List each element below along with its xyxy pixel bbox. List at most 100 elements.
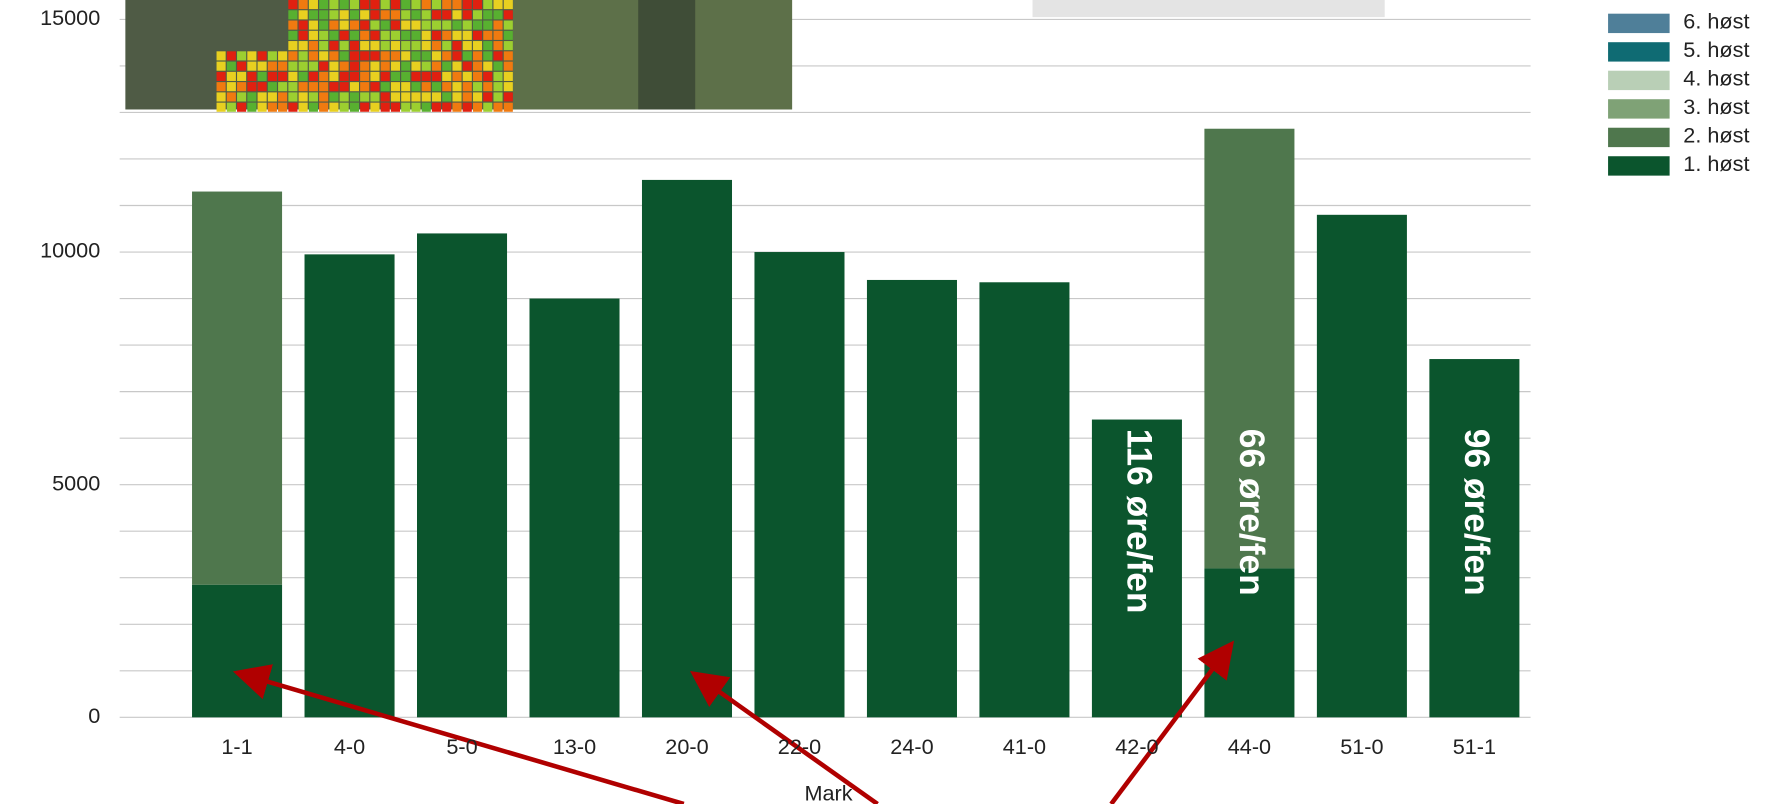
map-cell xyxy=(298,10,308,20)
map-cell xyxy=(442,92,452,102)
map-cell xyxy=(308,20,318,30)
map-cell xyxy=(452,71,462,81)
x-tick-label: 4-0 xyxy=(334,734,365,759)
map-cell xyxy=(452,41,462,51)
map-cell xyxy=(339,0,349,10)
map-cell xyxy=(401,20,411,30)
map-cell xyxy=(493,10,503,20)
map-cell xyxy=(421,92,431,102)
map-cell xyxy=(237,51,247,61)
map-cell xyxy=(247,82,257,92)
map-cell xyxy=(288,71,298,81)
map-cell xyxy=(411,10,421,20)
x-tick-label: 24-0 xyxy=(890,734,933,759)
map-cell xyxy=(226,92,236,102)
map-cell xyxy=(360,10,370,20)
map-cell xyxy=(431,41,442,51)
map-cell xyxy=(462,30,472,40)
map-cell xyxy=(370,82,380,92)
map-cell xyxy=(380,30,390,40)
bar-segment xyxy=(192,191,283,585)
map-cell xyxy=(288,41,298,51)
map-cell xyxy=(267,102,277,112)
map-cell xyxy=(401,82,411,92)
map-cell xyxy=(421,0,431,10)
map-cell xyxy=(411,82,421,92)
map-cell xyxy=(237,92,247,102)
map-cell xyxy=(452,30,462,40)
map-cell xyxy=(483,92,493,102)
map-cell xyxy=(390,82,401,92)
bar-segment xyxy=(417,233,508,718)
map-cell xyxy=(319,0,329,10)
y-tick-label: 10000 xyxy=(40,238,100,263)
bar-segment xyxy=(754,252,845,718)
bar-segment xyxy=(1316,214,1407,718)
map-cell xyxy=(380,41,390,51)
map-cell xyxy=(462,71,472,81)
map-cell xyxy=(370,30,380,40)
arrow xyxy=(232,664,685,804)
map-cell xyxy=(319,41,329,51)
map-cell xyxy=(431,30,442,40)
map-cell xyxy=(216,92,226,102)
map-cell xyxy=(319,30,329,40)
map-cell xyxy=(503,20,513,30)
map-cell xyxy=(360,82,370,92)
map-cell xyxy=(462,102,472,112)
map-cell xyxy=(462,20,472,30)
map-cell xyxy=(278,61,288,71)
map-cell xyxy=(257,92,267,102)
legend-swatch xyxy=(1608,42,1670,62)
map-cell xyxy=(462,10,472,20)
map-cell xyxy=(390,51,401,61)
map-cell xyxy=(370,20,380,30)
map-cell xyxy=(360,0,370,10)
map-cell xyxy=(298,41,308,51)
bar-segment xyxy=(1091,419,1182,718)
map-cell xyxy=(401,71,411,81)
map-cell xyxy=(462,61,472,71)
x-tick-label: 51-1 xyxy=(1453,734,1496,759)
map-cell xyxy=(247,51,257,61)
map-cell xyxy=(421,30,431,40)
map-cell xyxy=(411,102,421,112)
map-cell xyxy=(431,71,442,81)
map-cell xyxy=(339,51,349,61)
map-cell xyxy=(349,51,359,61)
map-cell xyxy=(462,51,472,61)
x-tick-label: 42-0 xyxy=(1115,734,1158,759)
map-cell xyxy=(349,82,359,92)
map-cell xyxy=(319,71,329,81)
map-cell xyxy=(390,20,401,30)
map-cell xyxy=(401,102,411,112)
legend-label: 5. høst xyxy=(1683,37,1749,62)
map-cell xyxy=(278,102,288,112)
map-cell xyxy=(339,20,349,30)
map-cell xyxy=(370,92,380,102)
map-cell xyxy=(329,92,339,102)
map-cell xyxy=(257,61,267,71)
map-cell xyxy=(288,10,298,20)
map-cell xyxy=(503,0,513,10)
map-cell xyxy=(349,20,359,30)
map-cell xyxy=(288,51,298,61)
map-cell xyxy=(360,20,370,30)
map-cell xyxy=(401,51,411,61)
map-cell xyxy=(493,71,503,81)
map-cell xyxy=(308,51,318,61)
y-tick-label: 0 xyxy=(88,703,100,728)
map-cell xyxy=(503,102,513,112)
map-cell xyxy=(319,102,329,112)
map-cell xyxy=(267,71,277,81)
map-cell xyxy=(472,51,483,61)
map-cell xyxy=(431,51,442,61)
map-cell xyxy=(278,51,288,61)
map-cell xyxy=(349,61,359,71)
y-tick-label: 15000 xyxy=(40,5,100,30)
map-cell xyxy=(329,71,339,81)
map-cell xyxy=(493,41,503,51)
map-cell xyxy=(472,71,483,81)
map-cell xyxy=(431,0,442,10)
map-cell xyxy=(390,92,401,102)
